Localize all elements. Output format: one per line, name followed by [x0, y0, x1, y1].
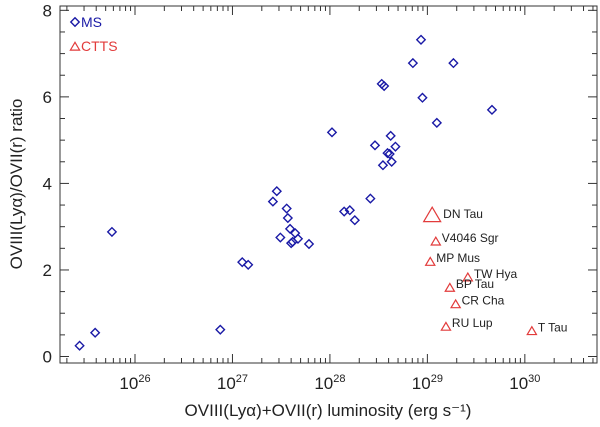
x-tick-label: 1030	[509, 373, 540, 393]
data-point-ms	[385, 130, 396, 142]
data-point-ms	[486, 104, 498, 116]
x-tick-label: 1028	[314, 373, 345, 393]
data-point-ms	[415, 34, 427, 45]
data-point-ms	[284, 223, 296, 235]
data-point-ctts	[422, 206, 442, 223]
point-annotation: TW Hya	[474, 267, 518, 281]
data-point-ms	[215, 324, 226, 335]
data-point-ms	[382, 147, 393, 159]
data-point-ctts	[430, 235, 442, 246]
y-tick-label: 0	[43, 348, 52, 367]
point-annotation: DN Tau	[443, 207, 483, 221]
y-tick-label: 8	[43, 1, 52, 20]
legend-label-ctts: CTTS	[81, 38, 118, 54]
data-point-ms	[282, 212, 294, 224]
x-tick-label: 1027	[217, 373, 248, 393]
x-tick-label: 1029	[412, 373, 443, 393]
data-point-ms	[386, 156, 397, 167]
data-point-ms	[431, 117, 443, 129]
y-tick-label: 2	[43, 261, 52, 280]
data-point-ms	[326, 127, 338, 138]
data-point-ms	[384, 148, 395, 160]
data-point-ms	[344, 205, 356, 216]
data-point-ms	[285, 237, 297, 249]
point-annotation: T Tau	[538, 320, 568, 334]
data-point-ms	[377, 160, 389, 171]
data-point-ctts	[526, 325, 538, 336]
data-point-ms	[417, 92, 428, 103]
data-point-ms	[378, 80, 390, 92]
data-point-ms	[74, 340, 85, 351]
data-point-ms	[237, 256, 248, 268]
legend-marker-ctts	[69, 41, 81, 51]
data-point-ms	[267, 196, 279, 207]
point-annotation: V4046 Sgr	[442, 231, 499, 245]
y-tick-label: 6	[43, 88, 52, 107]
data-point-ms	[242, 259, 254, 270]
data-point-ms	[271, 186, 282, 197]
data-point-ms	[407, 57, 419, 69]
data-point-ctts	[440, 321, 452, 331]
x-axis-label: OVIII(Lyα)+OVII(r) luminosity (erg s⁻¹)	[185, 401, 472, 420]
data-point-ms	[448, 57, 459, 69]
data-point-ctts	[462, 271, 474, 282]
point-annotation: CR Cha	[462, 294, 505, 308]
data-point-ms	[275, 232, 286, 243]
plot-frame	[59, 5, 598, 364]
y-axis-label: OVIII(Lyα)/OVII(r) ratio	[7, 99, 26, 270]
data-point-ms	[390, 141, 401, 152]
data-point-ms	[303, 238, 315, 250]
data-point-ms	[338, 206, 350, 217]
data-point-ms	[369, 140, 381, 151]
data-point-ms	[106, 226, 118, 238]
data-point-ms	[349, 215, 360, 226]
data-point-ms	[281, 203, 292, 214]
data-point-ms	[287, 236, 298, 248]
data-point-ms	[89, 327, 101, 338]
legend-marker-ms	[69, 16, 81, 28]
data-point-ctts	[444, 282, 456, 292]
data-point-ms	[292, 233, 304, 244]
point-annotation: MP Mus	[436, 251, 480, 265]
point-annotation: RU Lup	[452, 316, 493, 330]
y-tick-label: 4	[43, 174, 52, 193]
data-point-ctts	[424, 256, 436, 266]
data-point-ms	[365, 193, 376, 204]
point-annotation: BP Tau	[456, 277, 494, 291]
legend-label-ms: MS	[81, 14, 102, 30]
x-tick-label: 1026	[119, 373, 150, 393]
data-point-ctts	[450, 298, 462, 309]
